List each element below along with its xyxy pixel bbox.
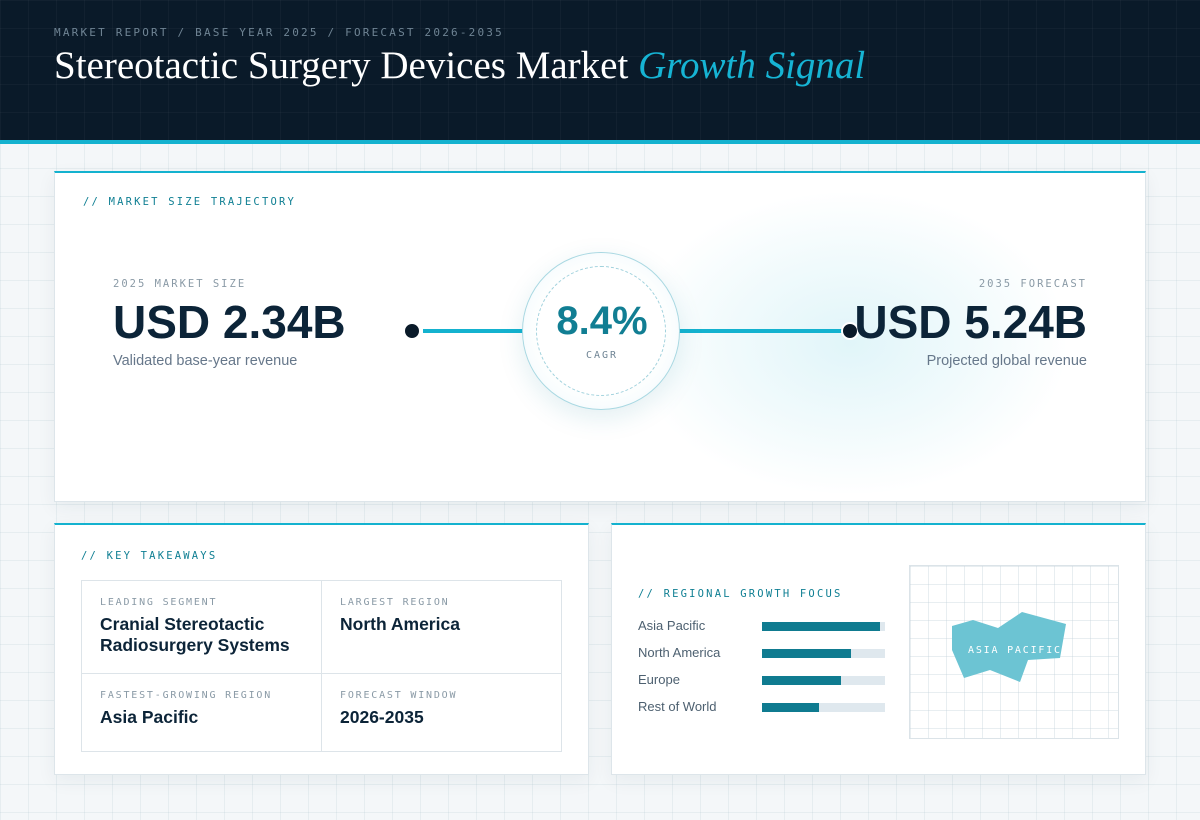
trajectory-line-left <box>423 329 523 333</box>
region-bar-track <box>762 622 885 631</box>
region-name: Rest of World <box>638 699 717 714</box>
base-year-kicker: 2025 MARKET SIZE <box>113 278 247 290</box>
takeaway-kicker: FORECAST WINDOW <box>340 690 458 701</box>
cagr-label: CAGR <box>585 350 619 361</box>
report-header: MARKET REPORT / BASE YEAR 2025 / FORECAS… <box>0 0 1200 144</box>
cagr-value: 8.4% <box>556 299 648 343</box>
cagr-badge: 8.4% CAGR <box>522 252 680 410</box>
section-label: // REGIONAL GROWTH FOCUS <box>638 588 843 600</box>
breadcrumb: MARKET REPORT / BASE YEAR 2025 / FORECAS… <box>54 26 504 39</box>
page-title-accent: Growth Signal <box>638 44 866 87</box>
takeaway-forecast-window: FORECAST WINDOW 2026-2035 <box>322 674 561 751</box>
market-size-trajectory-panel: // MARKET SIZE TRAJECTORY 2025 MARKET SI… <box>54 171 1146 502</box>
forecast-value: USD 5.24B <box>854 296 1087 348</box>
page-title: Stereotactic Surgery Devices Market Grow… <box>54 43 865 88</box>
asia-pacific-map-shape <box>952 612 1066 682</box>
takeaway-kicker: LEADING SEGMENT <box>100 597 218 608</box>
region-bar-track <box>762 649 885 658</box>
section-label: // MARKET SIZE TRAJECTORY <box>83 196 297 208</box>
asia-pacific-shape <box>952 612 1066 682</box>
takeaway-value: Asia Pacific <box>100 707 199 727</box>
map-label: ASIA PACIFIC <box>968 645 1062 656</box>
region-name: Europe <box>638 672 680 687</box>
section-label: // KEY TAKEAWAYS <box>81 550 218 562</box>
key-takeaways-panel: // KEY TAKEAWAYS LEADING SEGMENT Cranial… <box>54 523 589 775</box>
region-bar-track <box>762 676 885 685</box>
region-bar-fill <box>762 622 881 631</box>
region-row: Europe <box>638 672 888 688</box>
region-name: North America <box>638 645 721 660</box>
forecast-caption: Projected global revenue <box>926 353 1087 369</box>
region-bar-fill <box>762 703 819 712</box>
page-title-main: Stereotactic Surgery Devices Market <box>54 44 629 87</box>
region-name: Asia Pacific <box>638 618 706 633</box>
end-point-marker <box>841 322 859 340</box>
cagr-inner-ring: 8.4% CAGR <box>536 266 666 396</box>
region-map: ASIA PACIFIC <box>909 565 1119 739</box>
base-year-value: USD 2.34B <box>113 296 346 348</box>
takeaway-kicker: FASTEST-GROWING REGION <box>100 690 273 701</box>
takeaways-grid: LEADING SEGMENT Cranial Stereotactic Rad… <box>81 580 562 752</box>
takeaway-value: 2026-2035 <box>340 707 424 727</box>
start-point-marker <box>403 322 421 340</box>
takeaway-fastest-growing-region: FASTEST-GROWING REGION Asia Pacific <box>82 674 322 751</box>
takeaway-value: Cranial Stereotactic Radiosurgery System… <box>100 614 290 655</box>
forecast-kicker: 2035 FORECAST <box>978 278 1087 290</box>
region-bar-fill <box>762 649 851 658</box>
takeaway-value: North America <box>340 614 460 634</box>
takeaway-kicker: LARGEST REGION <box>340 597 450 608</box>
base-year-caption: Validated base-year revenue <box>113 353 298 369</box>
takeaway-leading-segment: LEADING SEGMENT Cranial Stereotactic Rad… <box>82 581 322 674</box>
region-row: North America <box>638 645 888 661</box>
region-bar-fill <box>762 676 841 685</box>
takeaway-largest-region: LARGEST REGION North America <box>322 581 561 674</box>
trajectory-line-right <box>679 329 851 333</box>
regional-growth-panel: // REGIONAL GROWTH FOCUS Asia Pacific No… <box>611 523 1146 775</box>
region-row: Asia Pacific <box>638 618 888 634</box>
region-bar-track <box>762 703 885 712</box>
region-row: Rest of World <box>638 699 888 715</box>
